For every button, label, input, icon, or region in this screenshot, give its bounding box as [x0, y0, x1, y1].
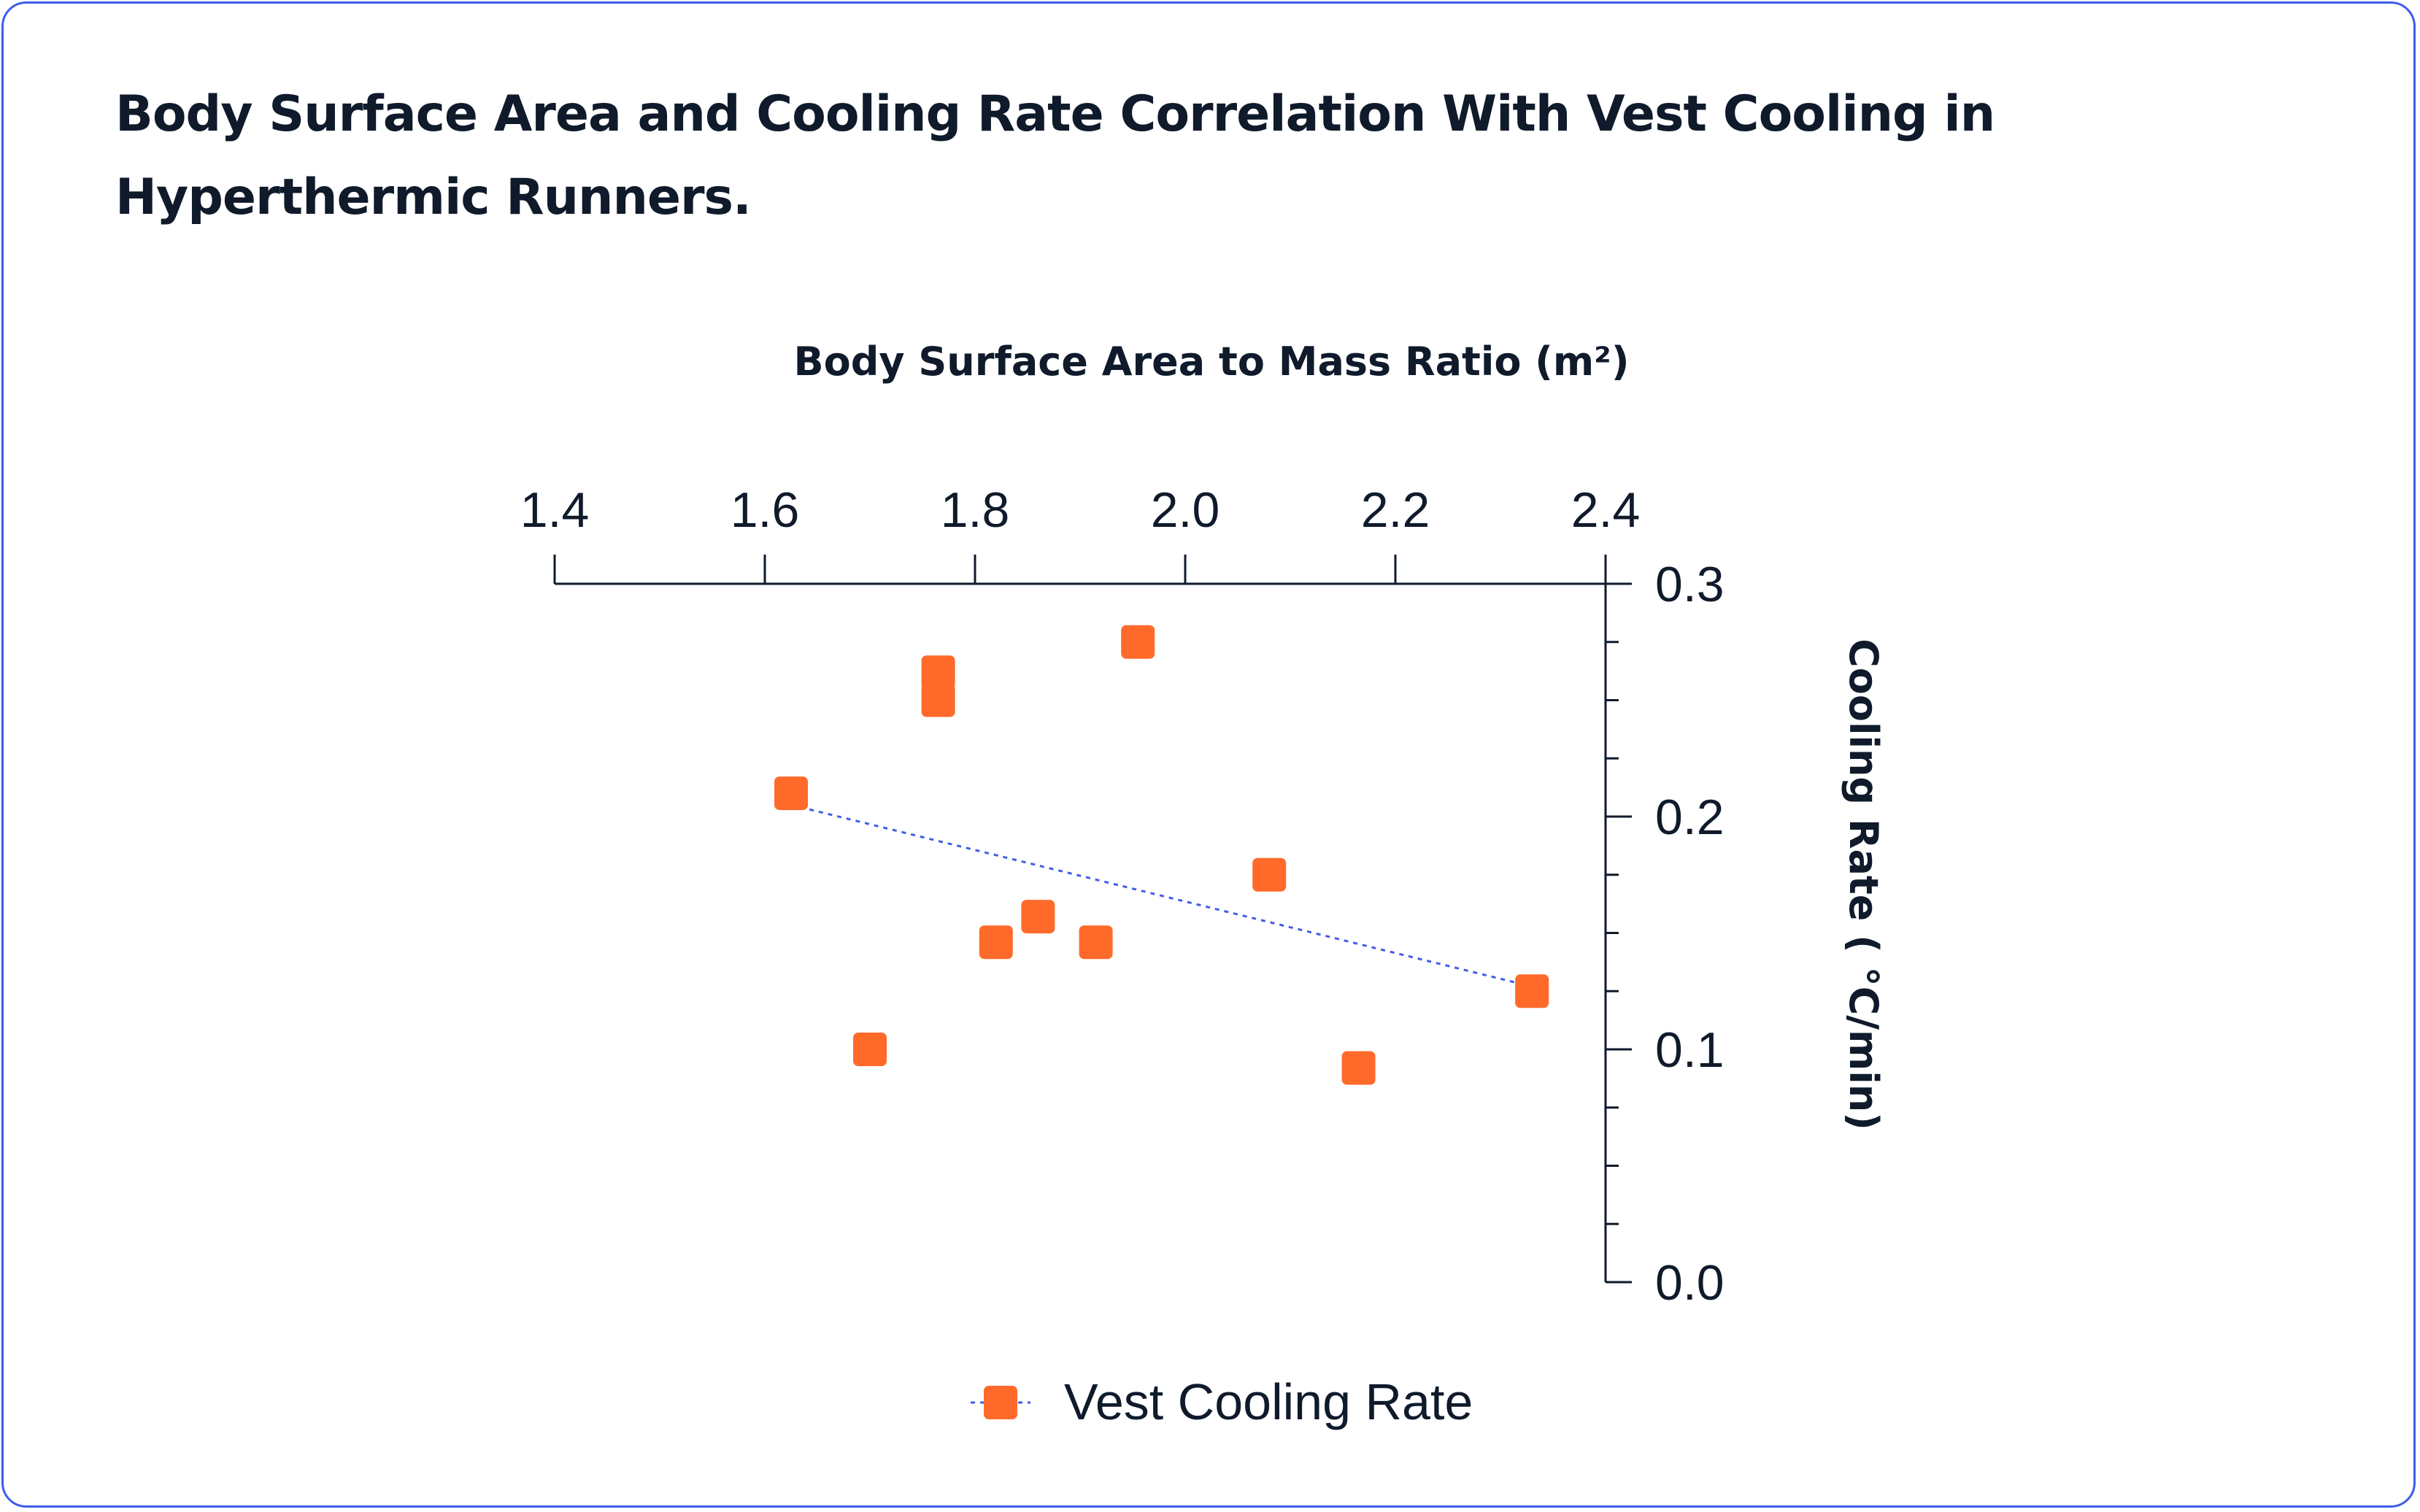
- data-points: [774, 625, 1549, 1085]
- data-point: [1121, 625, 1155, 659]
- data-point: [921, 655, 955, 690]
- legend-label: Vest Cooling Rate: [1064, 1373, 1473, 1430]
- data-point: [853, 1033, 887, 1066]
- y-tick-label: 0.0: [1655, 1255, 1725, 1311]
- chart-title: Body Surface Area and Cooling Rate Corre…: [115, 85, 1995, 226]
- data-point: [1341, 1051, 1376, 1085]
- x-tick-label: 1.8: [941, 482, 1010, 538]
- data-point: [1515, 974, 1549, 1008]
- data-point: [774, 776, 808, 811]
- data-point: [1252, 857, 1287, 892]
- trendline-layer: [790, 803, 1533, 988]
- x-tick-label: 1.4: [520, 482, 590, 538]
- x-tick-label: 2.2: [1361, 482, 1430, 538]
- data-point: [979, 925, 1013, 960]
- y-tick-label: 0.2: [1655, 790, 1725, 845]
- y-tick-label: 0.1: [1655, 1022, 1725, 1078]
- y-tick-label: 0.3: [1655, 557, 1725, 612]
- x-axis-title: Body Surface Area to Mass Ratio (m²): [793, 339, 1629, 385]
- data-point: [1021, 900, 1055, 934]
- data-point: [921, 683, 955, 717]
- x-tick-label: 2.0: [1151, 482, 1220, 538]
- legend: Vest Cooling Rate: [971, 1373, 1473, 1430]
- x-tick-label: 2.4: [1571, 482, 1641, 538]
- y-axis-title: Cooling Rate ( °C/min): [1841, 639, 1887, 1130]
- axes: 1.4 1.6 1.8 2.0 2.2 2.4 0.0 0.1 0.2 0.3: [520, 482, 1725, 1311]
- x-tick-label: 1.6: [731, 482, 800, 538]
- data-point: [1079, 925, 1113, 960]
- legend-marker-swatch: [984, 1386, 1017, 1419]
- trendline: [790, 803, 1533, 988]
